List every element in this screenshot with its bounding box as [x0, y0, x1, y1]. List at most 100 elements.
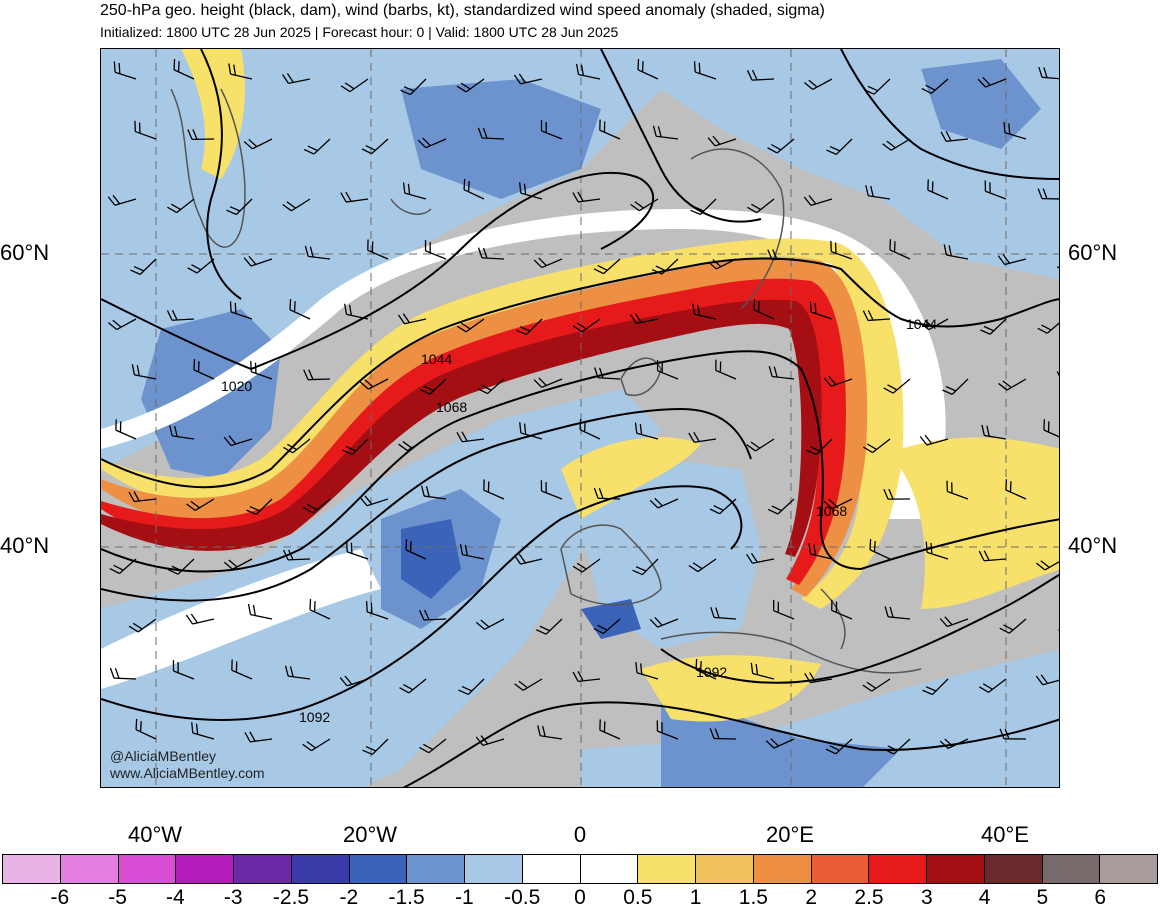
- colorbar-bin: [1100, 855, 1157, 883]
- anomaly-yellow-iberia: [561, 437, 701, 519]
- contour-north-mid: [600, 49, 762, 223]
- wind-barb: [131, 364, 157, 380]
- wind-barb: [463, 178, 485, 200]
- wind-barb: [747, 198, 775, 214]
- wind-barb: [483, 479, 505, 500]
- contour-1020: [101, 171, 655, 371]
- wind-barb: [768, 365, 795, 380]
- wind-barb: [135, 718, 157, 740]
- wind-barb: [575, 63, 601, 80]
- wind-barb: [244, 731, 273, 743]
- credit-handle: @AliciaMBentley: [110, 748, 217, 764]
- wind-barb: [593, 258, 621, 275]
- wind-barb: [977, 76, 1007, 88]
- colorbar-label: 2: [805, 886, 818, 909]
- wind-barb: [882, 138, 911, 151]
- wind-barb: [365, 601, 389, 620]
- colorbar-bin: [291, 855, 350, 883]
- wind-barb: [231, 659, 253, 680]
- colorbar-bin: [176, 855, 234, 883]
- wind-barb: [185, 613, 215, 625]
- colorbar-bin: [753, 855, 812, 883]
- contour-1092-east: [660, 573, 1059, 684]
- wind-barb: [865, 185, 891, 200]
- wind-barb: [925, 541, 949, 560]
- contour-label-1068-east: 1068: [816, 503, 847, 519]
- colorbar-bin: [407, 855, 465, 883]
- wind-barb: [939, 738, 969, 749]
- wind-barb: [863, 438, 891, 454]
- wind-barb: [477, 247, 505, 260]
- wind-barb: [477, 378, 505, 395]
- wind-barb: [417, 137, 447, 149]
- wind-barb: [710, 606, 737, 620]
- contour-label-1068-west: 1068: [436, 399, 467, 415]
- contour-greenland: [200, 49, 242, 300]
- wind-barb: [458, 678, 485, 696]
- wind-barb: [707, 135, 737, 147]
- wind-barb: [134, 120, 157, 140]
- wind-barb: [128, 618, 157, 633]
- credit-website: www.AliciaMBentley.com: [110, 765, 265, 781]
- contour-north-east: [840, 49, 1059, 180]
- wind-barb: [767, 138, 795, 154]
- wind-barb: [399, 678, 427, 694]
- wind-barb: [1056, 266, 1059, 273]
- wind-barb: [690, 198, 717, 216]
- colorbar-label: -2: [339, 886, 359, 909]
- wind-barb: [109, 667, 137, 680]
- wind-barb: [651, 258, 679, 275]
- height-contours: [101, 49, 1059, 787]
- wind-barb: [889, 239, 911, 260]
- wind-barb: [226, 198, 253, 216]
- wind-barb: [862, 678, 891, 692]
- wind-barb: [946, 480, 969, 500]
- colorbar-label: 1.5: [738, 886, 768, 909]
- wind-barb: [169, 425, 195, 440]
- wind-barb: [656, 360, 679, 380]
- wind-barb: [281, 73, 311, 85]
- wind-barb: [572, 318, 601, 333]
- wind-barb: [1037, 188, 1059, 200]
- wind-barb: [172, 660, 195, 680]
- colorbar-label: 4: [978, 886, 991, 909]
- wind-barb: [339, 675, 369, 687]
- wind-barb: [629, 313, 659, 325]
- wind-barb: [243, 255, 273, 267]
- wind-barb: [400, 78, 427, 96]
- lon-label-20e: 20°E: [766, 822, 814, 847]
- colorbar-label: 6: [1094, 886, 1107, 909]
- colorbar-bin: [638, 855, 696, 883]
- wind-barb: [767, 249, 795, 261]
- wind-barb: [767, 498, 795, 515]
- wind-barb: [715, 359, 737, 380]
- wind-barb: [186, 498, 215, 511]
- colorbar-bin: [522, 855, 581, 883]
- wind-barb: [594, 367, 621, 380]
- wind-barb: [342, 438, 369, 456]
- contour-1080: [101, 407, 752, 602]
- wind-barb: [397, 313, 427, 325]
- wind-barb: [808, 543, 833, 560]
- wind-barb: [1056, 371, 1059, 382]
- wind-barb: [1043, 419, 1059, 440]
- anomaly-yellow-greenland: [181, 49, 245, 179]
- wind-barb: [540, 120, 563, 140]
- wind-barb: [746, 69, 775, 81]
- wind-barb: [999, 728, 1027, 740]
- wind-barb: [456, 78, 485, 93]
- wind-barb: [420, 485, 447, 500]
- contour-label-1092-east: 1092: [696, 664, 727, 680]
- wind-barb: [309, 599, 331, 620]
- lat-label-60n-left: 60°N: [0, 240, 50, 265]
- lat-label-40n-left: 40°N: [0, 533, 50, 558]
- wind-barb: [709, 498, 737, 515]
- wind-barb: [402, 182, 427, 200]
- wind-barb: [884, 606, 911, 620]
- wind-barb: [166, 309, 195, 321]
- wind-barb: [1038, 66, 1059, 80]
- wind-barb: [303, 138, 331, 155]
- wind-barb: [128, 491, 157, 503]
- wind-barb: [362, 738, 389, 756]
- anomaly-white-band-south: [101, 549, 381, 689]
